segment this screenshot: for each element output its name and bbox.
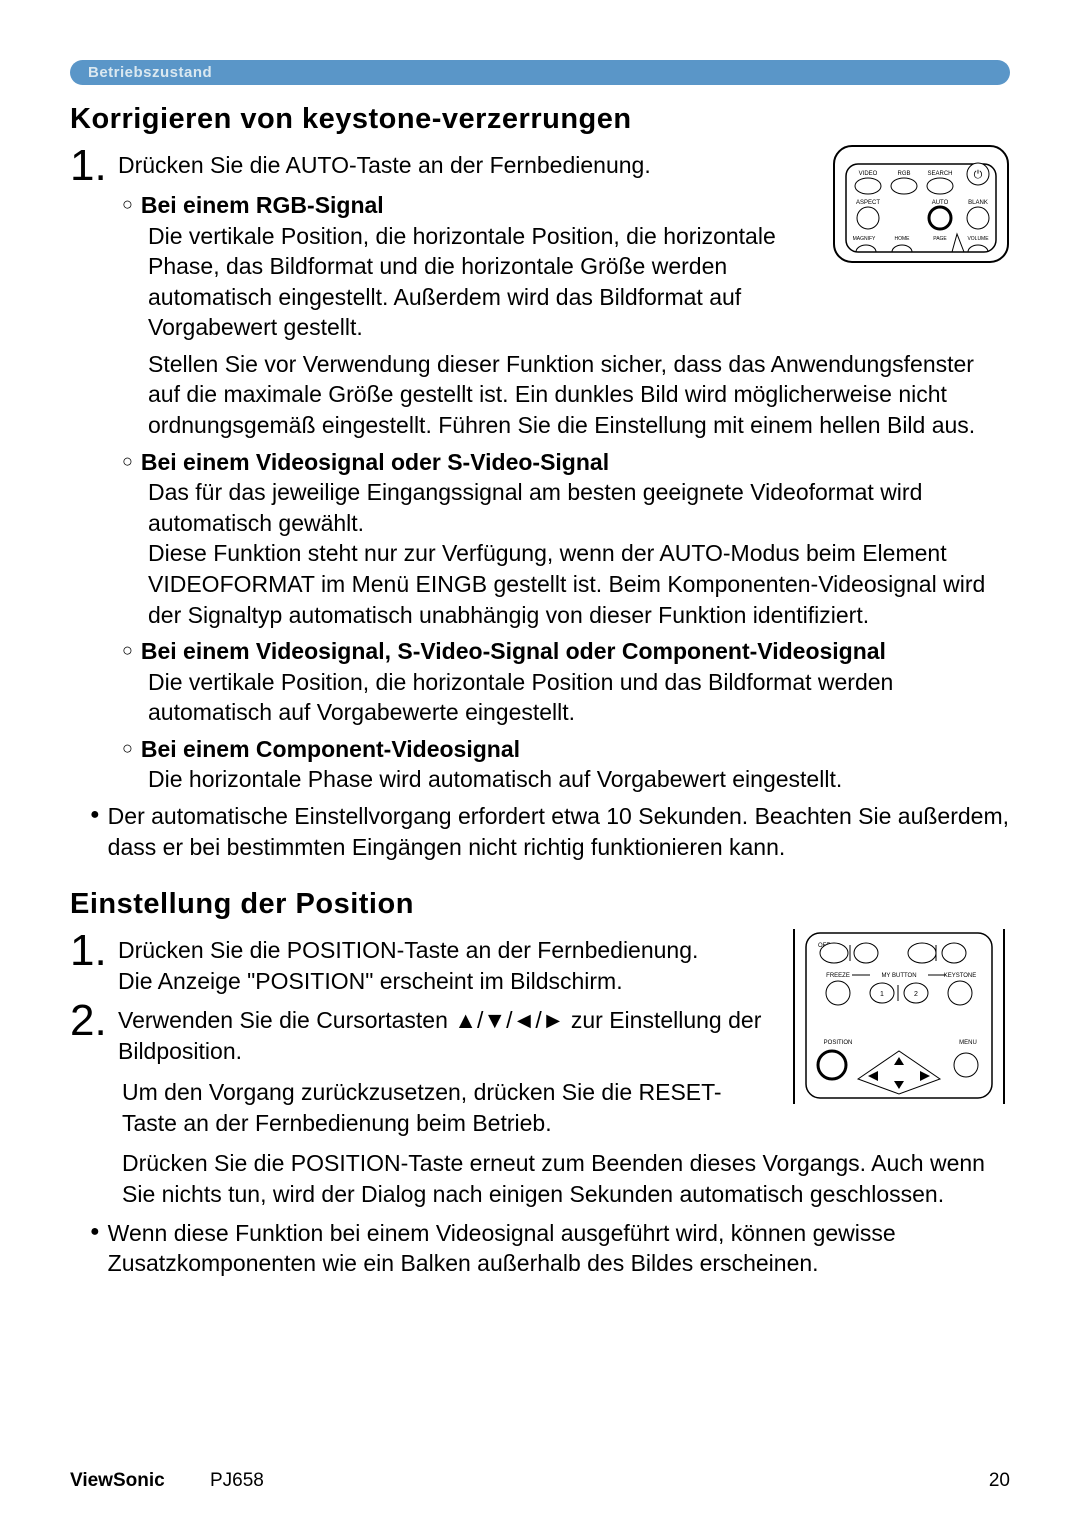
section2-title: Einstellung der Position bbox=[70, 888, 1010, 921]
svg-text:FREEZE: FREEZE bbox=[826, 973, 850, 979]
svg-text:2: 2 bbox=[914, 991, 918, 998]
svg-text:MENU: MENU bbox=[959, 1040, 977, 1046]
step-text: Drücken Sie die POSITION-Taste an der Fe… bbox=[118, 929, 698, 997]
svg-text:VIDEO: VIDEO bbox=[859, 171, 878, 177]
video-paragraph-1: Das für das jeweilige Eingangssignal am … bbox=[148, 477, 1010, 538]
section-header: Betriebszustand bbox=[70, 60, 1010, 85]
rgb-paragraph-1: Die vertikale Position, die horizontale … bbox=[148, 221, 812, 343]
rgb-paragraph-2: Stellen Sie vor Verwendung dieser Funkti… bbox=[148, 349, 1010, 441]
step-1: 1. Drücken Sie die AUTO-Taste an der Fer… bbox=[70, 144, 812, 188]
svg-text:AUTO: AUTO bbox=[932, 200, 949, 206]
svg-text:BLANK: BLANK bbox=[968, 200, 988, 206]
step1b: Die Anzeige "POSITION" erscheint im Bild… bbox=[118, 968, 623, 994]
filled-bullet-icon: ● bbox=[90, 801, 100, 830]
filled-bullet-icon: ● bbox=[90, 1218, 100, 1247]
section1-title: Korrigieren von keystone-verzerrungen bbox=[70, 103, 1010, 136]
svg-text:KEYSTONE: KEYSTONE bbox=[944, 973, 977, 979]
remote-illustration-bottom: OFF FREEZE MY BUTTON KEYSTONE 1 2 POSITI… bbox=[788, 929, 1010, 1104]
sec2-step-2: 2. Verwenden Sie die Cursortasten ▲/▼/◄/… bbox=[70, 999, 768, 1067]
video-func-note: Wenn diese Funktion bei einem Videosigna… bbox=[108, 1218, 1010, 1279]
comp-title: Bei einem Component-Videosignal bbox=[141, 734, 520, 765]
open-bullet-icon: ○ bbox=[122, 734, 133, 763]
step1a: Drücken Sie die POSITION-Taste an der Fe… bbox=[118, 937, 698, 963]
open-bullet-icon: ○ bbox=[122, 636, 133, 665]
remote-illustration-top: VIDEO RGB SEARCH ⏻ ASPECT AUTO BLANK MAG… bbox=[832, 144, 1010, 264]
svg-text:VOLUME: VOLUME bbox=[967, 236, 989, 242]
page-footer: ViewSonic PJ658 20 bbox=[70, 1470, 1010, 1492]
page-number: 20 bbox=[989, 1470, 1010, 1492]
svg-text:PAGE: PAGE bbox=[933, 236, 947, 242]
vscomp-title: Bei einem Videosignal, S-Video-Signal od… bbox=[141, 636, 886, 667]
step-text: Drücken Sie die AUTO-Taste an der Fernbe… bbox=[118, 144, 651, 181]
svg-text:RGB: RGB bbox=[897, 171, 910, 177]
svg-text:POSITION: POSITION bbox=[824, 1040, 853, 1046]
repeat-note: Drücken Sie die POSITION-Taste erneut zu… bbox=[122, 1148, 1010, 1209]
video-paragraph-2: Diese Funktion steht nur zur Verfügung, … bbox=[148, 538, 1010, 630]
svg-text:MY BUTTON: MY BUTTON bbox=[881, 973, 916, 979]
footer-brand: ViewSonic bbox=[70, 1470, 165, 1491]
step-text: Verwenden Sie die Cursortasten ▲/▼/◄/► z… bbox=[118, 999, 768, 1067]
footer-model: PJ658 bbox=[210, 1470, 264, 1491]
svg-text:MAGNIFY: MAGNIFY bbox=[853, 236, 876, 242]
comp-paragraph: Die horizontale Phase wird automatisch a… bbox=[148, 764, 1010, 795]
step-number: 1. bbox=[70, 144, 112, 188]
svg-text:1: 1 bbox=[880, 991, 884, 998]
open-bullet-icon: ○ bbox=[122, 190, 133, 219]
svg-text:⏻: ⏻ bbox=[974, 169, 983, 181]
svg-text:HOME: HOME bbox=[895, 236, 911, 242]
auto-note: Der automatische Einstellvorgang erforde… bbox=[108, 801, 1010, 862]
step-number: 2. bbox=[70, 999, 112, 1043]
svg-text:ASPECT: ASPECT bbox=[856, 200, 880, 206]
sec2-step-1: 1. Drücken Sie die POSITION-Taste an der… bbox=[70, 929, 768, 997]
step-number: 1. bbox=[70, 929, 112, 973]
open-bullet-icon: ○ bbox=[122, 447, 133, 476]
reset-note: Um den Vorgang zurückzusetzen, drücken S… bbox=[122, 1077, 768, 1138]
vscomp-paragraph: Die vertikale Position, die horizontale … bbox=[148, 667, 1010, 728]
video-title: Bei einem Videosignal oder S-Video-Signa… bbox=[141, 447, 609, 478]
rgb-title: Bei einem RGB-Signal bbox=[141, 190, 384, 221]
svg-text:SEARCH: SEARCH bbox=[927, 171, 952, 177]
